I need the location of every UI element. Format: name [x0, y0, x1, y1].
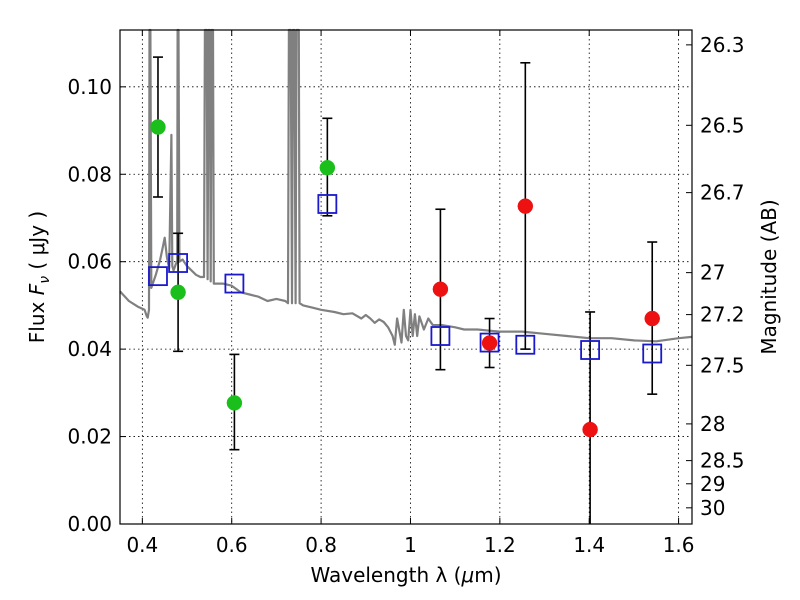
model-points-marker: [515, 334, 536, 355]
y2-tick-label: 27.5: [700, 353, 745, 377]
grid-layer: [120, 30, 692, 525]
red-points-marker: [432, 281, 449, 297]
x-tick-label: 1.6: [663, 533, 695, 557]
model-points-marker: [148, 266, 168, 287]
green-points-marker: [319, 159, 336, 176]
y-tick-label: 0.00: [67, 512, 112, 536]
y2-tick-label: 29: [700, 472, 725, 496]
y2-tick-label: 26.7: [700, 181, 745, 205]
y-tick-label: 0.04: [67, 337, 112, 361]
x-axis-label: Wavelength λ (μm): [310, 563, 501, 587]
red-points-marker: [644, 310, 660, 327]
red-points-marker: [481, 335, 498, 351]
green-points-marker: [226, 395, 243, 411]
red-points-marker: [517, 198, 534, 214]
spectrum-layer: [119, 28, 693, 346]
x-tick-label: 0.6: [216, 533, 248, 557]
x-tick-label: 0.4: [126, 533, 158, 557]
model-points-marker: [168, 253, 188, 273]
y2-tick-label: 28.5: [700, 449, 745, 473]
y-tick-label: 0.10: [67, 75, 112, 99]
y-tick-label: 0.08: [67, 162, 112, 186]
model-points-marker: [224, 273, 245, 294]
plot-frame: [119, 29, 693, 525]
x-tick-label: 1.4: [573, 533, 605, 557]
x-tick-label: 0.8: [305, 533, 337, 557]
y-tick-label: 0.02: [67, 425, 112, 449]
model-points-marker: [580, 340, 601, 360]
errorbar-layer: [152, 56, 658, 524]
x-tick-label: 1.2: [484, 533, 516, 557]
y2-tick-label: 27: [700, 261, 725, 285]
spectrum-line: [119, 28, 693, 346]
y2-tick-label: 26.5: [700, 113, 745, 137]
model-points-marker: [642, 343, 663, 364]
y2-tick-label: 26.3: [700, 33, 745, 57]
model-points-marker: [430, 326, 451, 346]
model-points-marker: [479, 332, 500, 353]
y2-tick-label: 27.2: [700, 303, 745, 327]
y-tick-label: 0.06: [67, 250, 112, 274]
tick-layer: 0.4 0.6 0.8 1 1.2 1.4 1.6 0.00 0.02 0.04 0.06 0.08 0…: [67, 30, 745, 557]
x-tick-label: 1: [404, 533, 417, 557]
green-points-marker: [150, 119, 166, 135]
y2-tick-label: 28: [700, 412, 725, 436]
y2-tick-label: 30: [700, 496, 725, 520]
model-points-marker: [317, 194, 338, 214]
y2-axis-label: Magnitude (AB): [757, 199, 781, 354]
marker-layer: [148, 119, 663, 438]
red-points-marker: [582, 421, 598, 438]
y-axis-label: Flux Fν ( μJy ): [25, 211, 53, 343]
green-points-marker: [170, 284, 186, 301]
